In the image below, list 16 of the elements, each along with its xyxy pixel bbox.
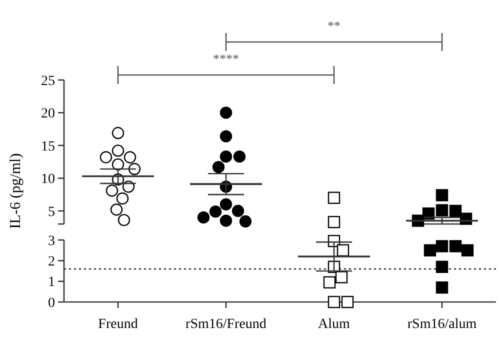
x-tick-label: Freund [98, 317, 138, 332]
y-axis-title: IL-6 (pg/ml) [8, 153, 24, 229]
y-tick-label: 15 [41, 139, 55, 154]
y-tick-label: 3 [48, 234, 55, 249]
y-tick-label: 5 [48, 204, 55, 220]
y-tick-label: 20 [41, 106, 55, 122]
y-tick-label: 0 [48, 296, 55, 311]
text: **** [213, 51, 239, 66]
x-tick-label: rSm16/Freund [186, 317, 266, 332]
x-tick-label: Alum [318, 317, 350, 332]
y-tick-label: 1 [48, 275, 55, 290]
y-tick-label: 25 [41, 74, 55, 89]
x-tick-label: rSm16/alum [407, 317, 477, 332]
y-tick-label: 10 [41, 172, 55, 188]
y-tick-label: 2 [48, 254, 55, 270]
text: ** [328, 18, 340, 33]
